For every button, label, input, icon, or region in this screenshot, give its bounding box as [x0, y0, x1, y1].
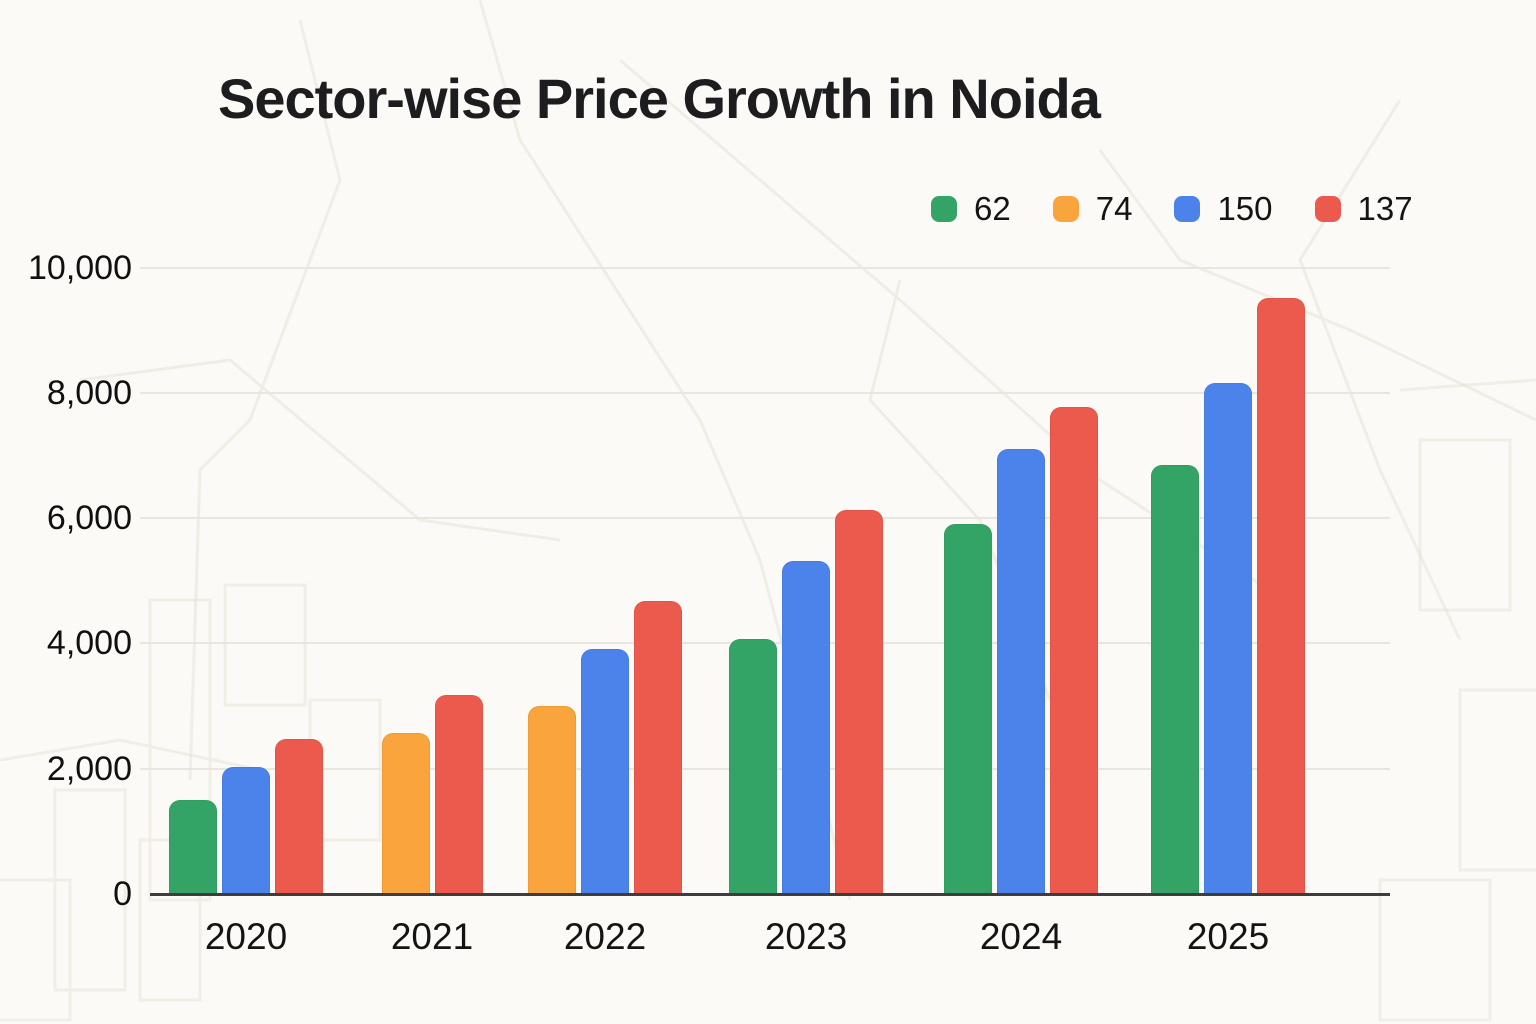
y-axis-tick-label-6000: 6,000: [46, 499, 132, 538]
bar-sector74-2022: [528, 706, 576, 894]
bar-sector137-2023: [835, 510, 883, 894]
legend-label: 74: [1095, 190, 1133, 227]
legend-item-137: 137: [1314, 190, 1413, 228]
legend-label: 137: [1357, 190, 1413, 227]
x-axis-label-2022: 2022: [563, 916, 647, 957]
bar-sector150-2022: [581, 649, 629, 894]
legend-label: 150: [1217, 190, 1273, 227]
x-axis-label-2020: 2020: [204, 916, 288, 957]
bar-sector62-2020: [169, 800, 217, 894]
bar-sector62-2023: [729, 639, 777, 894]
y-axis-tick-label-4000: 4,000: [46, 624, 132, 663]
bar-sector74-2021: [382, 733, 430, 894]
legend: 62 74 150 137: [931, 190, 1413, 228]
legend-label: 62: [974, 190, 1011, 227]
bar-sector62-2024: [944, 524, 992, 894]
y-axis-tick-label-0: 0: [113, 875, 132, 913]
bar-sector150-2025: [1204, 383, 1252, 894]
chart-title: Sector-wise Price Growth in Noida: [218, 67, 1101, 130]
legend-item-62: 62: [931, 190, 1011, 228]
y-axis-tick-label-10000: 10,000: [28, 248, 132, 287]
legend-item-74: 74: [1052, 190, 1133, 228]
bar-sector137-2020: [275, 739, 323, 894]
gridline-10000: [140, 266, 1390, 269]
x-axis-label-2023: 2023: [764, 916, 848, 957]
bar-sector150-2024: [997, 449, 1045, 894]
bar-sector150-2020: [222, 767, 270, 894]
legend-swatch-icon: [1052, 196, 1079, 222]
x-axis-label-2024: 2024: [979, 916, 1063, 957]
gridline-8000: [140, 391, 1390, 394]
gridline-6000: [140, 517, 1390, 520]
y-axis-tick-label-8000: 8,000: [46, 373, 132, 412]
bar-sector137-2024: [1050, 407, 1098, 894]
legend-item-150: 150: [1174, 190, 1273, 228]
bar-sector62-2025: [1151, 465, 1199, 894]
x-axis-line: [150, 893, 1390, 896]
legend-swatch-icon: [1174, 196, 1201, 222]
x-axis-label-2025: 2025: [1186, 916, 1270, 957]
bar-sector137-2021: [435, 695, 483, 894]
legend-swatch-icon: [1314, 196, 1341, 222]
bar-sector137-2025: [1257, 298, 1305, 894]
bar-sector150-2023: [782, 561, 830, 894]
x-axis-label-2021: 2021: [390, 916, 474, 957]
y-axis-tick-label-2000: 2,000: [46, 749, 132, 788]
legend-swatch-icon: [931, 196, 957, 222]
bar-sector137-2022: [634, 601, 682, 894]
